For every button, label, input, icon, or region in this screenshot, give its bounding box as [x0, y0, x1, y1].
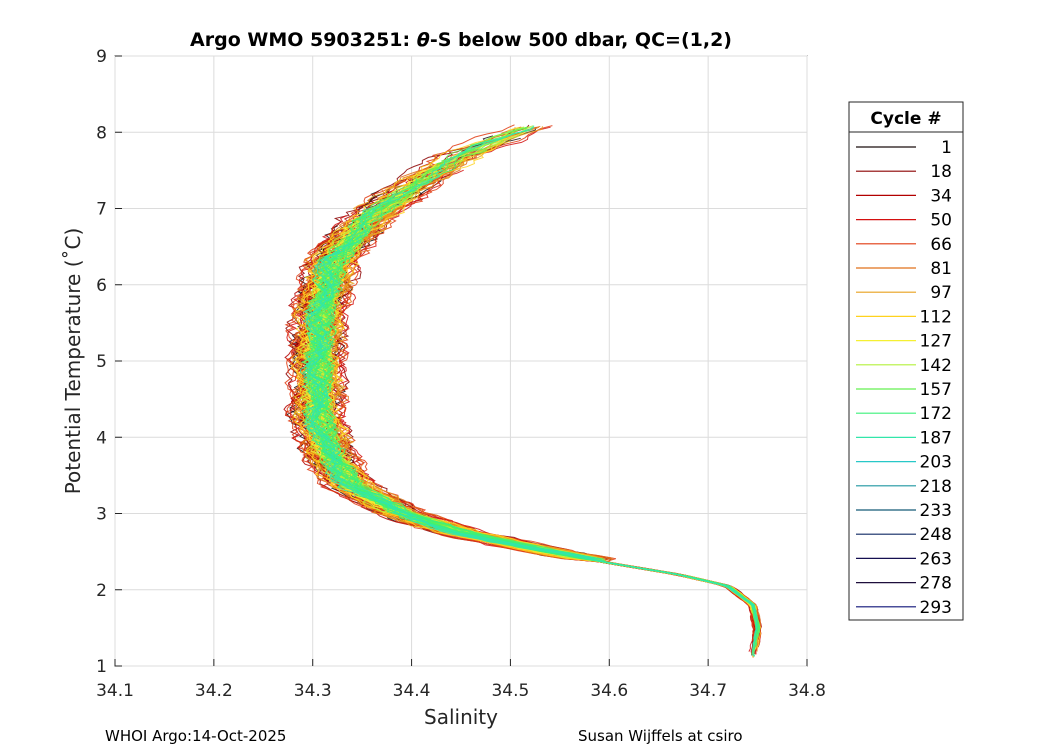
x-tick-label: 34.6: [590, 681, 628, 701]
y-tick-label: 9: [96, 47, 107, 67]
grid-lines: [114, 55, 808, 667]
x-tick-label: 34.8: [788, 681, 826, 701]
x-tick-label: 34.3: [294, 681, 332, 701]
legend-label: 112: [920, 307, 952, 327]
x-tick-label: 34.4: [393, 681, 431, 701]
legend-label: 248: [920, 525, 952, 545]
legend-label: 203: [920, 453, 952, 473]
y-tick-label: 8: [96, 123, 107, 143]
y-axis-label: Potential Temperature (˚C): [61, 228, 85, 495]
y-tick-label: 7: [96, 200, 107, 220]
y-tick-label: 3: [96, 505, 107, 525]
theta-s-curves: [283, 124, 762, 658]
x-tick-label: 34.7: [689, 681, 727, 701]
y-tick-label: 1: [96, 657, 107, 677]
legend-label: 127: [920, 332, 952, 352]
chart-title: Argo WMO 5903251: θ-S below 500 dbar, QC…: [190, 29, 732, 51]
footer-left: WHOI Argo:14-Oct-2025: [105, 727, 286, 745]
legend-label: 142: [920, 356, 952, 376]
legend-label: 233: [920, 501, 952, 521]
legend-label: 187: [920, 428, 952, 448]
legend-title: Cycle #: [870, 109, 941, 129]
y-tick-label: 6: [96, 276, 107, 296]
legend-label: 172: [920, 404, 952, 424]
x-axis-ticks: 34.1 34.2 34.3 34.4 34.5 34.6 34.7 34.8: [96, 659, 826, 701]
profile-line: [304, 130, 756, 619]
x-tick-label: 34.5: [491, 681, 529, 701]
legend-label: 34: [930, 186, 952, 206]
legend-label: 81: [930, 259, 952, 279]
legend-entries: 1 18 34 50 66 81 97 112 127 142 157 172 187 203 218 233…: [856, 138, 952, 618]
y-tick-label: 5: [96, 352, 107, 372]
x-axis-label: Salinity: [424, 705, 498, 729]
legend-label: 293: [920, 598, 952, 618]
legend-label: 97: [930, 283, 952, 303]
y-tick-label: 2: [96, 581, 107, 601]
legend-label: 157: [920, 380, 952, 400]
profile-line: [302, 246, 758, 657]
x-tick-label: 34.1: [96, 681, 134, 701]
y-tick-label: 4: [96, 428, 107, 448]
legend-label: 18: [930, 162, 952, 182]
legend-label: 50: [930, 211, 952, 231]
legend-label: 1: [941, 138, 952, 158]
y-axis-ticks: 1 2 3 4 5 6 7 8 9: [96, 47, 122, 677]
legend-label: 66: [930, 235, 952, 255]
footer-right: Susan Wijffels at csiro: [578, 727, 743, 745]
legend-label: 278: [920, 574, 952, 594]
legend-label: 218: [920, 477, 952, 497]
x-tick-label: 34.2: [195, 681, 233, 701]
legend: Cycle # 1 18 34 50 66 81 97 112 127 142 157 172 187 2…: [848, 101, 964, 621]
legend-label: 263: [920, 549, 952, 569]
